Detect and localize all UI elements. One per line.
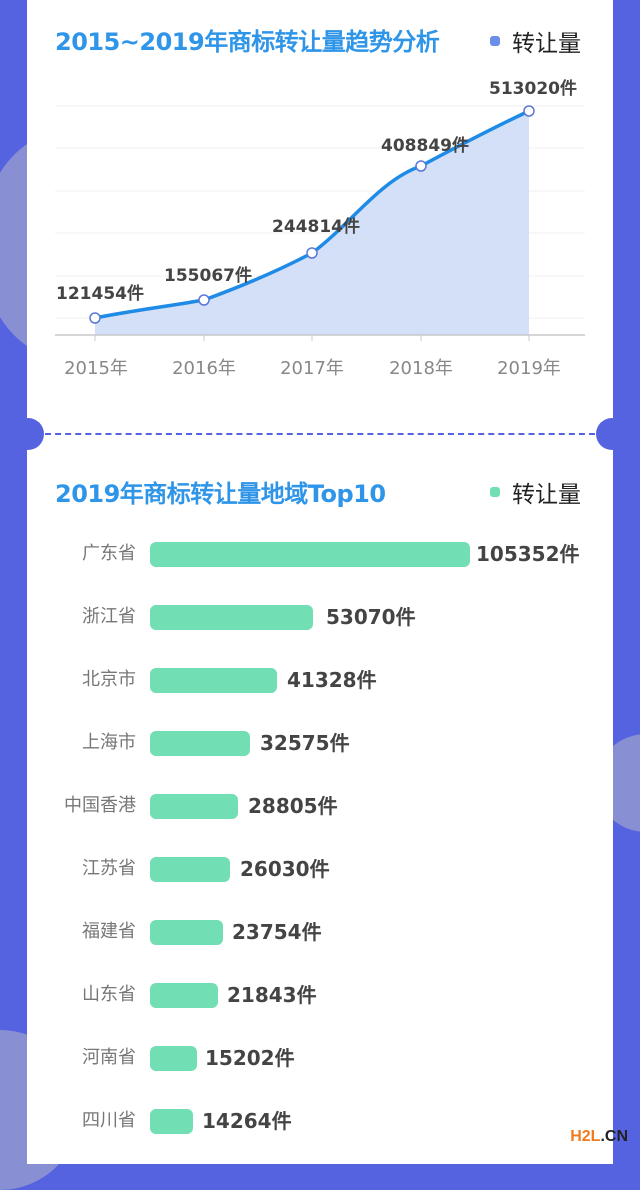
- bar: [150, 1046, 197, 1071]
- trend-legend: 转让量: [490, 24, 581, 58]
- bar-value: 32575件: [260, 731, 350, 755]
- bar-row: 北京市 41328件: [0, 666, 640, 694]
- region-label: 中国香港: [64, 795, 136, 816]
- bar: [150, 857, 230, 882]
- data-label: 408849件: [381, 135, 469, 156]
- x-tick-label: 2015年: [64, 358, 128, 379]
- region-label: 北京市: [82, 669, 136, 690]
- watermark-part1: H2L: [570, 1128, 601, 1145]
- bar: [150, 920, 223, 945]
- bar-row: 江苏省 26030件: [0, 855, 640, 883]
- bar-row: 福建省 23754件: [0, 918, 640, 946]
- legend-swatch-icon: [490, 36, 500, 46]
- trend-area-chart: 121454件 155067件 244814件 408849件 513020件 …: [55, 78, 585, 379]
- region-legend: 转让量: [490, 475, 581, 509]
- bar-value: 105352件: [476, 542, 580, 566]
- region-label: 浙江省: [82, 606, 136, 627]
- bar: [150, 983, 218, 1008]
- bar: [150, 731, 250, 756]
- bar-value: 23754件: [232, 920, 322, 944]
- bar: [150, 1109, 193, 1134]
- bar-value: 15202件: [205, 1046, 295, 1070]
- data-label: 121454件: [56, 283, 144, 304]
- data-label: 513020件: [489, 78, 577, 99]
- region-label: 上海市: [82, 732, 136, 753]
- bar-value: 28805件: [248, 794, 338, 818]
- bar-row: 广东省 105352件: [0, 540, 640, 568]
- data-point: [306, 247, 318, 259]
- watermark-part2: .CN: [600, 1128, 628, 1145]
- dashed-divider: [45, 433, 595, 435]
- x-tick-label: 2018年: [389, 358, 453, 379]
- data-label: 155067件: [164, 265, 252, 286]
- region-label: 江苏省: [82, 858, 136, 879]
- region-chart-title: 2019年商标转让量地域Top10: [55, 480, 386, 508]
- bar-value: 41328件: [287, 668, 377, 692]
- legend-swatch-icon: [490, 487, 500, 497]
- bar-value: 26030件: [240, 857, 330, 881]
- region-label: 四川省: [82, 1110, 136, 1131]
- bar: [150, 542, 470, 567]
- bar-value: 21843件: [227, 983, 317, 1007]
- data-point: [415, 160, 427, 172]
- region-label: 福建省: [82, 921, 136, 942]
- region-label: 广东省: [82, 543, 136, 564]
- region-label: 河南省: [82, 1047, 136, 1068]
- bar-row: 山东省 21843件: [0, 981, 640, 1009]
- trend-legend-label: 转让量: [512, 31, 581, 57]
- bar: [150, 794, 238, 819]
- x-tick-label: 2016年: [172, 358, 236, 379]
- region-legend-label: 转让量: [512, 482, 581, 508]
- bar-value: 53070件: [326, 605, 416, 629]
- trend-chart-title: 2015~2019年商标转让量趋势分析: [55, 28, 440, 56]
- site-watermark: H2L.CN: [570, 1128, 628, 1146]
- x-tick-label: 2017年: [280, 358, 344, 379]
- ticket-notch-left: [12, 418, 44, 450]
- bar-row: 浙江省 53070件: [0, 603, 640, 631]
- data-label: 244814件: [272, 216, 360, 237]
- bar-row: 四川省 14264件: [0, 1107, 640, 1135]
- data-point: [523, 105, 535, 117]
- region-label: 山东省: [82, 984, 136, 1005]
- data-point: [89, 312, 101, 324]
- data-point: [198, 294, 210, 306]
- bar-row: 上海市 32575件: [0, 729, 640, 757]
- ticket-notch-right: [596, 418, 628, 450]
- bar: [150, 605, 313, 630]
- x-tick-label: 2019年: [497, 358, 561, 379]
- bar-row: 河南省 15202件: [0, 1044, 640, 1072]
- bar-value: 14264件: [202, 1109, 292, 1133]
- bar-row: 中国香港 28805件: [0, 792, 640, 820]
- bar: [150, 668, 277, 693]
